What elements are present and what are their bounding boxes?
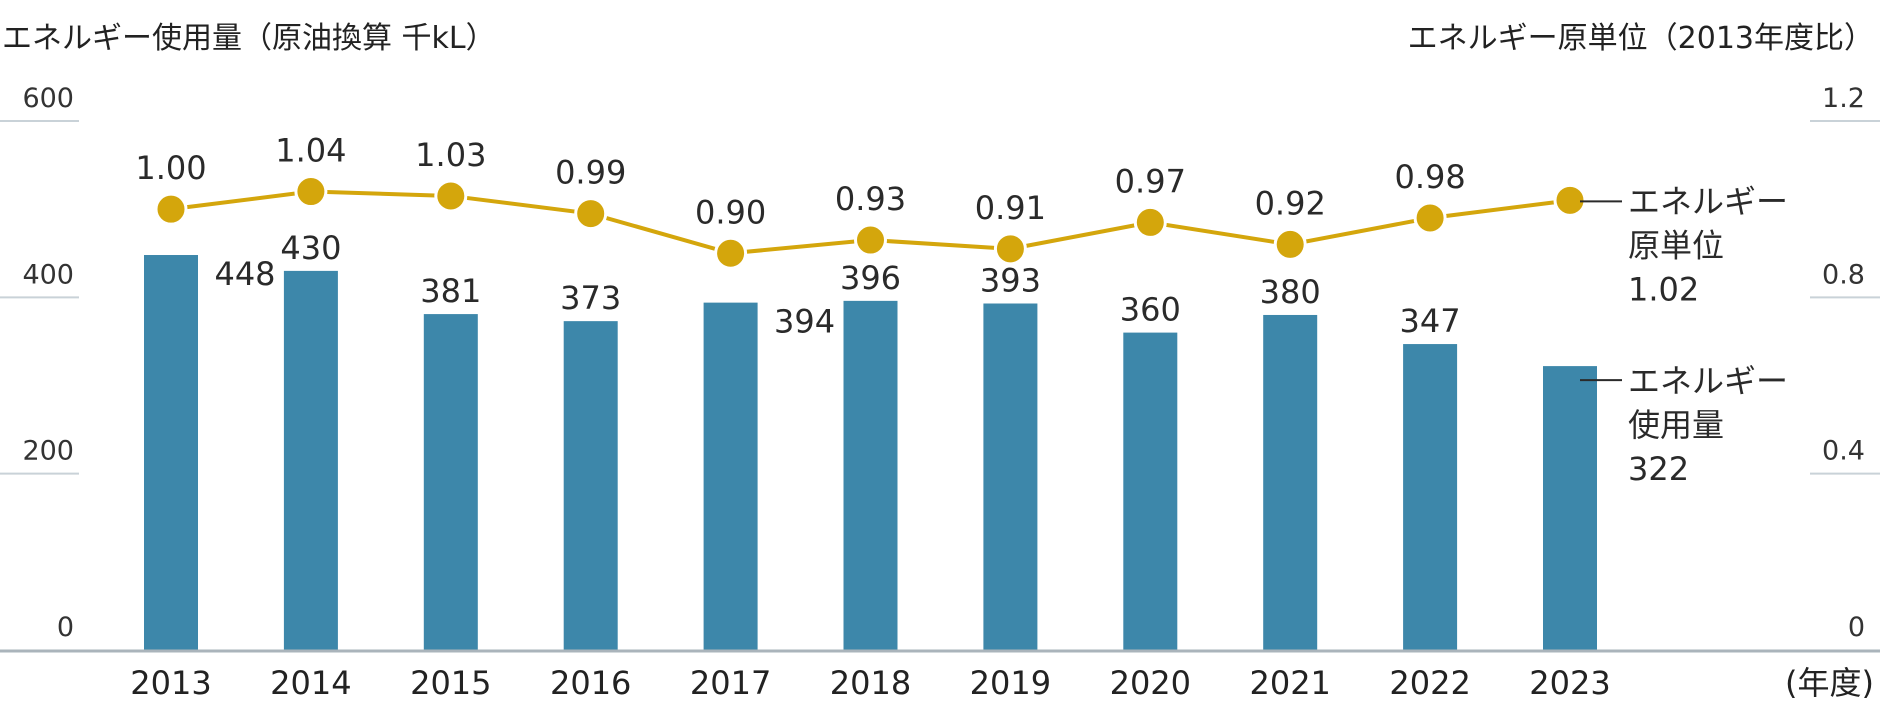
legend-label: エネルギー — [1628, 182, 1788, 220]
x-tick-label: 2013 — [130, 664, 211, 702]
line-point — [154, 192, 188, 226]
left-tick-label: 400 — [22, 259, 74, 290]
x-tick-label: 2018 — [830, 664, 911, 702]
line-data-label: 0.92 — [1255, 184, 1326, 222]
bar — [144, 255, 198, 650]
x-tick-label: 2019 — [970, 664, 1051, 702]
bar — [843, 300, 898, 650]
bar — [283, 270, 338, 650]
bar — [983, 303, 1038, 650]
bar-data-label: 448 — [214, 255, 275, 293]
line-series: 1.00 1.04 1.03 0.99 0.90 0.93 0.91 0.97 0.92 0.98 — [135, 132, 1587, 270]
right-tick-label: 1.2 — [1822, 83, 1865, 114]
x-tick-label: 2014 — [270, 664, 351, 702]
line-point — [993, 232, 1027, 266]
line-data-label: 1.04 — [275, 132, 346, 170]
x-tick-label: 2021 — [1249, 664, 1330, 702]
line-point — [574, 197, 608, 231]
line-data-label: 0.98 — [1394, 158, 1465, 196]
legend-label: 322 — [1628, 450, 1689, 488]
legend-label: エネルギー — [1628, 362, 1788, 400]
line-point — [1133, 205, 1167, 239]
line-data-label: 1.00 — [135, 149, 206, 187]
bar-data-label: 380 — [1260, 273, 1321, 311]
line-data-label: 0.97 — [1115, 162, 1186, 200]
x-tick-label: 2016 — [550, 664, 631, 702]
x-unit-label: (年度) — [1785, 664, 1874, 702]
bar — [1543, 366, 1597, 650]
legend-label: 使用量 — [1628, 406, 1724, 444]
line-data-label: 0.99 — [555, 154, 626, 192]
x-tick-label: 2020 — [1110, 664, 1191, 702]
x-axis: 2013 2014 2015 2016 2017 2018 2019 2020 2021 2022… — [130, 664, 1610, 702]
bar-data-label: 430 — [280, 229, 341, 267]
line-point — [854, 223, 887, 257]
line-point — [1273, 227, 1307, 261]
x-tick-label: 2023 — [1529, 664, 1610, 702]
x-tick-label: 2022 — [1389, 664, 1470, 702]
bar-data-label: 360 — [1120, 291, 1181, 329]
right-axis-title: エネルギー原単位（2013年度比） — [1408, 21, 1874, 56]
right-tick-label: 0.8 — [1822, 259, 1865, 290]
line-data-label: 0.90 — [695, 193, 766, 231]
right-axis: 0 0.4 0.8 1.2 — [1810, 83, 1880, 643]
bar — [703, 302, 758, 650]
x-tick-label: 2015 — [410, 664, 491, 702]
line-data-label: 0.91 — [975, 189, 1046, 227]
right-tick-label: 0 — [1848, 612, 1865, 643]
right-tick-label: 0.4 — [1822, 436, 1865, 467]
bar-data-label: 347 — [1400, 302, 1461, 340]
bar-data-label: 373 — [560, 279, 621, 317]
bar — [423, 314, 478, 650]
left-tick-label: 600 — [22, 83, 74, 114]
x-tick-label: 2017 — [690, 664, 771, 702]
left-axis: 0 200 400 600 — [0, 83, 79, 643]
bar-data-label: 396 — [840, 259, 901, 297]
line-point — [1413, 201, 1447, 235]
left-axis-title: エネルギー使用量（原油換算 千kL） — [2, 21, 496, 56]
bar — [1403, 344, 1458, 650]
bar-data-label: 394 — [774, 303, 835, 341]
line-data-label: 1.03 — [415, 136, 486, 174]
bar — [1263, 314, 1318, 650]
bar — [1123, 332, 1178, 650]
left-tick-label: 200 — [22, 436, 74, 467]
bar-data-label: 393 — [980, 262, 1041, 300]
line-point — [714, 236, 748, 270]
bar — [563, 321, 618, 650]
left-tick-label: 0 — [57, 612, 74, 643]
bar-data-label: 381 — [420, 272, 481, 310]
legend-label: 1.02 — [1628, 270, 1699, 308]
line-point — [294, 175, 328, 209]
line-point — [434, 179, 468, 213]
legend-label: 原単位 — [1628, 226, 1724, 264]
line-data-label: 0.93 — [835, 180, 906, 218]
